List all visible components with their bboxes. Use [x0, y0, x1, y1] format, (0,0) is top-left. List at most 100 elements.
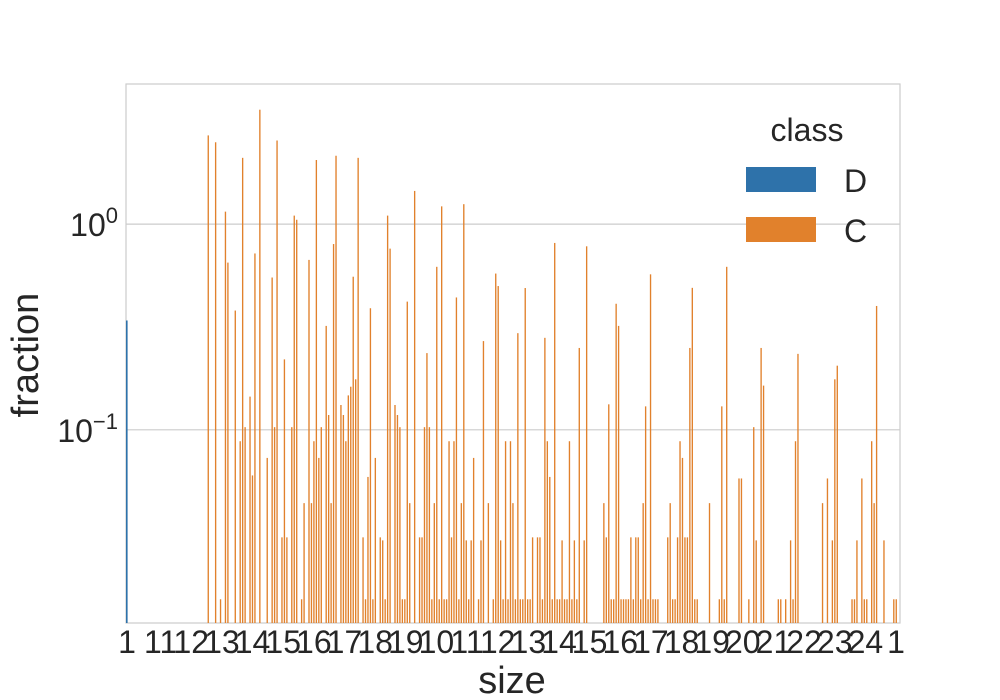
x-tick-label: 17	[633, 624, 669, 660]
bar-c	[755, 540, 757, 623]
bar-c	[871, 441, 873, 623]
bar-c	[350, 386, 352, 623]
bar-c	[399, 427, 401, 623]
bar-c	[379, 537, 381, 623]
bar-c	[524, 288, 526, 623]
bar-c	[632, 599, 635, 623]
bar-c	[362, 537, 364, 623]
bar-c	[463, 204, 465, 624]
bar-c	[760, 347, 762, 623]
x-tick-label: 22	[786, 624, 822, 660]
x-tick-label: 11	[450, 624, 483, 660]
bar-c	[404, 599, 406, 623]
bar-c	[423, 427, 426, 623]
bar-c	[583, 540, 585, 623]
bar-c	[249, 396, 251, 623]
bar-c	[482, 341, 485, 623]
bar-c	[721, 406, 723, 623]
bar-c	[834, 379, 836, 623]
bar-c	[797, 353, 799, 623]
legend-label-c: C	[844, 213, 867, 249]
bar-c	[438, 599, 440, 623]
bar-c	[669, 503, 671, 623]
bar-c	[627, 599, 630, 623]
x-tick-label: 18	[357, 624, 393, 660]
bar-c	[554, 242, 556, 624]
bar-c	[364, 599, 367, 623]
bar-c	[856, 540, 858, 623]
bar-c	[374, 457, 377, 623]
bar-c	[352, 276, 354, 623]
bar-c	[450, 537, 453, 623]
bar-c	[340, 405, 342, 623]
bar-c	[544, 337, 546, 623]
bar-c	[585, 246, 588, 624]
bar-c	[227, 262, 229, 623]
bar-c	[318, 457, 320, 623]
bar-c	[499, 540, 502, 623]
bar-c	[883, 540, 885, 623]
bar-c	[470, 540, 472, 623]
bar-c	[396, 415, 399, 623]
x-tick-label: 17	[327, 624, 363, 660]
bar-c	[320, 427, 322, 623]
bar-c	[821, 503, 824, 623]
bar-c	[780, 599, 782, 623]
bar-c	[468, 599, 470, 623]
bar-c	[308, 259, 310, 623]
bar-c	[657, 599, 659, 623]
bar-c	[480, 540, 482, 623]
bar-c	[224, 211, 227, 623]
bar-c	[313, 441, 315, 623]
x-tick-label: 15	[572, 624, 608, 660]
bar-c	[497, 286, 499, 623]
bar-c	[836, 365, 838, 623]
x-tick-label: 12	[173, 624, 209, 660]
x-tick-label: 14	[541, 624, 577, 660]
bar-c	[384, 599, 386, 623]
bar-c	[789, 540, 792, 623]
legend-swatch-d	[746, 167, 816, 192]
bar-c	[853, 599, 856, 623]
bar-c	[335, 155, 337, 623]
bar-c	[615, 303, 617, 623]
bar-c	[740, 478, 743, 623]
bar-c	[654, 599, 657, 623]
bar-c	[861, 478, 863, 623]
bar-c	[568, 441, 571, 623]
x-tick-label: 21	[756, 624, 792, 660]
bar-c	[519, 599, 521, 623]
bar-c	[826, 478, 829, 623]
bar-c	[291, 427, 293, 623]
bar-c	[748, 599, 750, 623]
bar-c	[762, 385, 765, 623]
x-tick-label: 19	[388, 624, 424, 660]
bar-c	[315, 159, 318, 623]
legend-label-d: D	[844, 163, 867, 199]
x-tick-label: 1	[118, 624, 136, 660]
bar-c	[851, 599, 853, 623]
bar-c	[649, 274, 652, 623]
bar-c	[630, 537, 632, 623]
bar-c	[644, 406, 647, 623]
bar-c	[254, 253, 256, 624]
x-tick-label: 14	[235, 624, 271, 660]
bar-c	[863, 599, 865, 623]
bar-c	[726, 266, 728, 623]
bar-c	[286, 537, 288, 623]
y-tick-label: 100	[70, 203, 118, 243]
bar-c	[696, 599, 698, 623]
bar-c	[386, 215, 389, 624]
bar-c	[635, 537, 637, 623]
bar-c	[689, 347, 691, 623]
x-tick-label: 13	[204, 624, 240, 660]
bar-c	[792, 599, 794, 623]
bar-c	[492, 599, 494, 623]
bar-c	[527, 599, 529, 623]
bar-c	[293, 215, 295, 624]
bar-c	[487, 503, 490, 623]
bar-c	[421, 537, 423, 623]
bar-c	[571, 599, 573, 623]
bar-c	[514, 599, 517, 623]
bar-c	[465, 540, 467, 623]
